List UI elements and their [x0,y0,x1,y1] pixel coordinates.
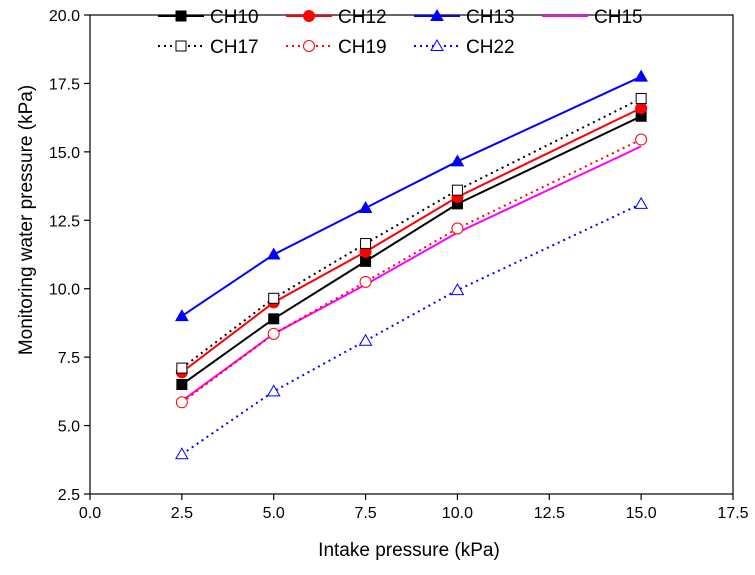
x-tick-label: 5.0 [263,505,285,522]
data-point-ch10 [268,313,280,325]
legend-item-ch17: CH17 [158,37,259,58]
legend-label-ch17: CH17 [210,37,259,58]
legend-marker-ch17 [175,40,187,52]
legend-marker-ch22 [430,38,444,51]
data-point-ch17 [635,92,647,104]
data-point-ch13 [450,154,465,167]
y-tick-label: 7.5 [58,350,80,367]
y-tick-label: 17.5 [49,76,80,93]
y-tick-label: 2.5 [58,487,80,504]
y-tick-label: 20.0 [49,8,80,25]
y-tick-label: 10.0 [49,282,80,299]
data-point-ch17 [176,362,188,374]
legend-label-ch22: CH22 [466,37,515,58]
data-point-ch22 [266,384,281,397]
data-point-ch12 [635,102,648,115]
legend-label-ch10: CH10 [210,7,259,28]
legend-item-ch22: CH22 [414,37,515,58]
x-tick-label: 2.5 [171,505,193,522]
series-line-ch12 [181,107,642,373]
data-point-ch13 [174,309,189,322]
legend-item-ch10: CH10 [158,7,259,28]
data-point-ch19 [635,133,648,146]
legend-item-ch15: CH15 [542,7,643,28]
legend: CH10 CH12 CH13 CH15 CH17 CH19 CH22 [158,7,643,58]
data-point-ch17 [360,238,372,250]
data-point-ch13 [266,247,281,260]
series-line-ch22 [181,202,642,456]
y-tick-label: 5.0 [58,419,80,436]
series-ch12 [175,102,648,379]
legend-marker-ch13 [430,8,444,21]
legend-label-ch12: CH12 [338,7,387,28]
series-ch13 [174,69,649,322]
data-point-ch17 [268,292,280,304]
data-point-ch22 [358,333,373,346]
legend-marker-ch10 [175,10,187,22]
series-group [174,69,649,460]
series-ch19 [175,133,648,409]
legend-label-ch15: CH15 [594,7,643,28]
data-point-ch22 [634,196,649,209]
data-point-ch19 [451,222,464,235]
series-ch17 [176,92,647,374]
x-tick-label: 7.5 [354,505,376,522]
data-point-ch19 [175,396,188,409]
x-tick-label: 15.0 [626,505,657,522]
data-point-ch10 [360,255,372,267]
legend-marker-ch12 [303,10,315,22]
x-tick-label: 17.5 [717,505,748,522]
data-point-ch22 [450,283,465,296]
series-ch10 [176,110,647,391]
data-point-ch22 [174,447,189,460]
series-ch22 [174,196,649,460]
x-tick-label: 12.5 [534,505,565,522]
x-tick-label: 0.0 [79,505,101,522]
legend-item-ch19: CH19 [286,37,387,58]
y-tick-label: 12.5 [49,213,80,230]
y-axis-title: Monitoring water pressure (kPa) [16,85,37,355]
data-point-ch13 [634,69,649,82]
legend-item-ch12: CH12 [286,7,387,28]
legend-label-ch19: CH19 [338,37,387,58]
x-tick-label: 10.0 [442,505,473,522]
series-line-ch13 [181,75,642,317]
plot-frame [89,14,734,495]
axes: 0.0 2.5 5.0 7.5 10.0 12.5 15.0 17.52.55.07.510.… [49,8,749,522]
legend-marker-ch19 [303,40,315,52]
legend-label-ch13: CH13 [466,7,515,28]
data-point-ch10 [176,379,188,391]
series-line-ch10 [181,115,642,386]
data-point-ch17 [451,184,463,196]
data-point-ch13 [358,200,373,213]
data-point-ch19 [359,275,372,288]
x-axis-title: Intake pressure (kPa) [318,540,500,561]
legend-item-ch13: CH13 [414,7,515,28]
y-tick-label: 15.0 [49,145,80,162]
data-point-ch19 [267,327,280,340]
